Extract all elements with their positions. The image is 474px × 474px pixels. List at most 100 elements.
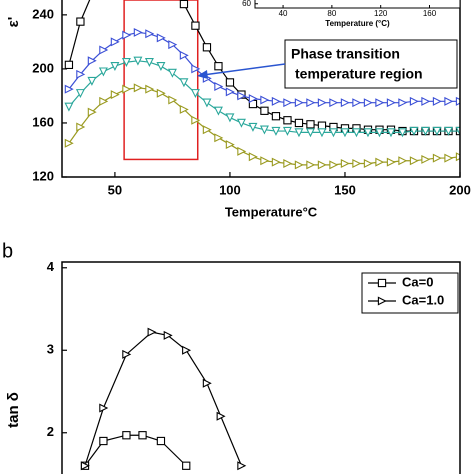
marker: [397, 128, 407, 138]
marker: [421, 154, 431, 164]
inset-x-tick-label: 40: [279, 9, 288, 18]
marker: [202, 43, 212, 52]
marker: [444, 126, 453, 136]
marker: [182, 345, 192, 355]
marker: [421, 126, 430, 136]
marker: [99, 96, 109, 106]
marker: [121, 58, 131, 67]
marker: [409, 156, 419, 166]
marker: [80, 461, 90, 471]
marker: [375, 157, 385, 167]
marker: [145, 84, 155, 94]
marker: [76, 122, 86, 132]
marker: [444, 96, 454, 106]
marker: [122, 349, 132, 359]
annotation-box: [284, 39, 458, 89]
plot-area: [64, 0, 460, 170]
marker: [87, 107, 97, 117]
marker: [352, 98, 362, 108]
marker: [306, 160, 316, 170]
marker: [225, 113, 235, 123]
marker: [179, 0, 189, 9]
marker: [271, 126, 281, 136]
marker: [99, 403, 109, 413]
marker: [386, 98, 396, 108]
marker: [377, 278, 387, 288]
x-tick-label: 200: [449, 182, 471, 197]
marker: [409, 126, 419, 136]
marker: [99, 436, 108, 446]
inset-x-tick-label: 120: [374, 9, 388, 18]
highlight-region: [123, 0, 199, 161]
marker: [283, 116, 292, 125]
marker: [225, 140, 235, 150]
marker: [260, 95, 270, 105]
marker: [444, 153, 454, 163]
y-tick-label: 4: [47, 259, 55, 274]
annotation-arrow: [202, 63, 286, 76]
marker: [133, 83, 143, 93]
marker: [156, 33, 166, 43]
marker: [214, 62, 223, 71]
marker: [455, 96, 460, 106]
marker: [191, 115, 201, 125]
marker: [76, 69, 86, 79]
marker: [375, 98, 385, 108]
legend-label: Ca=0: [402, 274, 433, 289]
series-line: [84, 331, 242, 466]
marker: [329, 98, 339, 108]
marker: [260, 156, 270, 166]
marker: [87, 56, 97, 66]
marker: [147, 327, 157, 337]
marker: [237, 146, 247, 156]
marker: [328, 128, 338, 138]
marker: [363, 128, 373, 138]
marker: [398, 98, 408, 108]
marker: [294, 98, 304, 108]
marker: [110, 62, 120, 72]
marker: [282, 126, 292, 136]
marker: [374, 128, 384, 138]
marker: [214, 133, 224, 143]
marker: [294, 128, 304, 138]
marker: [202, 378, 212, 388]
marker: [236, 118, 246, 128]
marker: [248, 122, 258, 132]
x-tick-label: 100: [219, 182, 241, 197]
marker: [306, 120, 315, 129]
marker: [386, 157, 396, 167]
marker: [432, 126, 442, 136]
inset-frame: [254, 0, 461, 9]
plot-frame: [61, 261, 461, 474]
marker: [329, 160, 339, 170]
marker: [122, 30, 132, 40]
marker: [191, 21, 200, 30]
marker: [409, 96, 419, 106]
marker: [283, 158, 293, 168]
marker: [99, 45, 109, 55]
inset-x-label: Temperature (°C): [325, 19, 390, 28]
marker: [191, 64, 201, 74]
marker: [432, 96, 442, 106]
marker: [167, 68, 177, 78]
marker: [122, 431, 131, 440]
marker: [455, 126, 460, 136]
marker: [156, 436, 166, 446]
marker: [214, 81, 224, 91]
marker: [306, 98, 316, 108]
marker: [213, 106, 223, 116]
marker: [110, 90, 120, 100]
marker: [271, 112, 281, 121]
inset-x-tick-label: 160: [423, 9, 437, 18]
marker: [317, 160, 327, 170]
y-tick-label: 3: [47, 342, 54, 357]
marker: [190, 89, 200, 99]
marker: [248, 94, 258, 104]
marker: [377, 296, 387, 306]
marker: [133, 27, 143, 37]
marker: [363, 158, 373, 168]
marker: [259, 125, 269, 135]
marker: [168, 40, 178, 50]
inset-x-tick-label: 80: [327, 9, 336, 18]
marker: [64, 84, 74, 94]
